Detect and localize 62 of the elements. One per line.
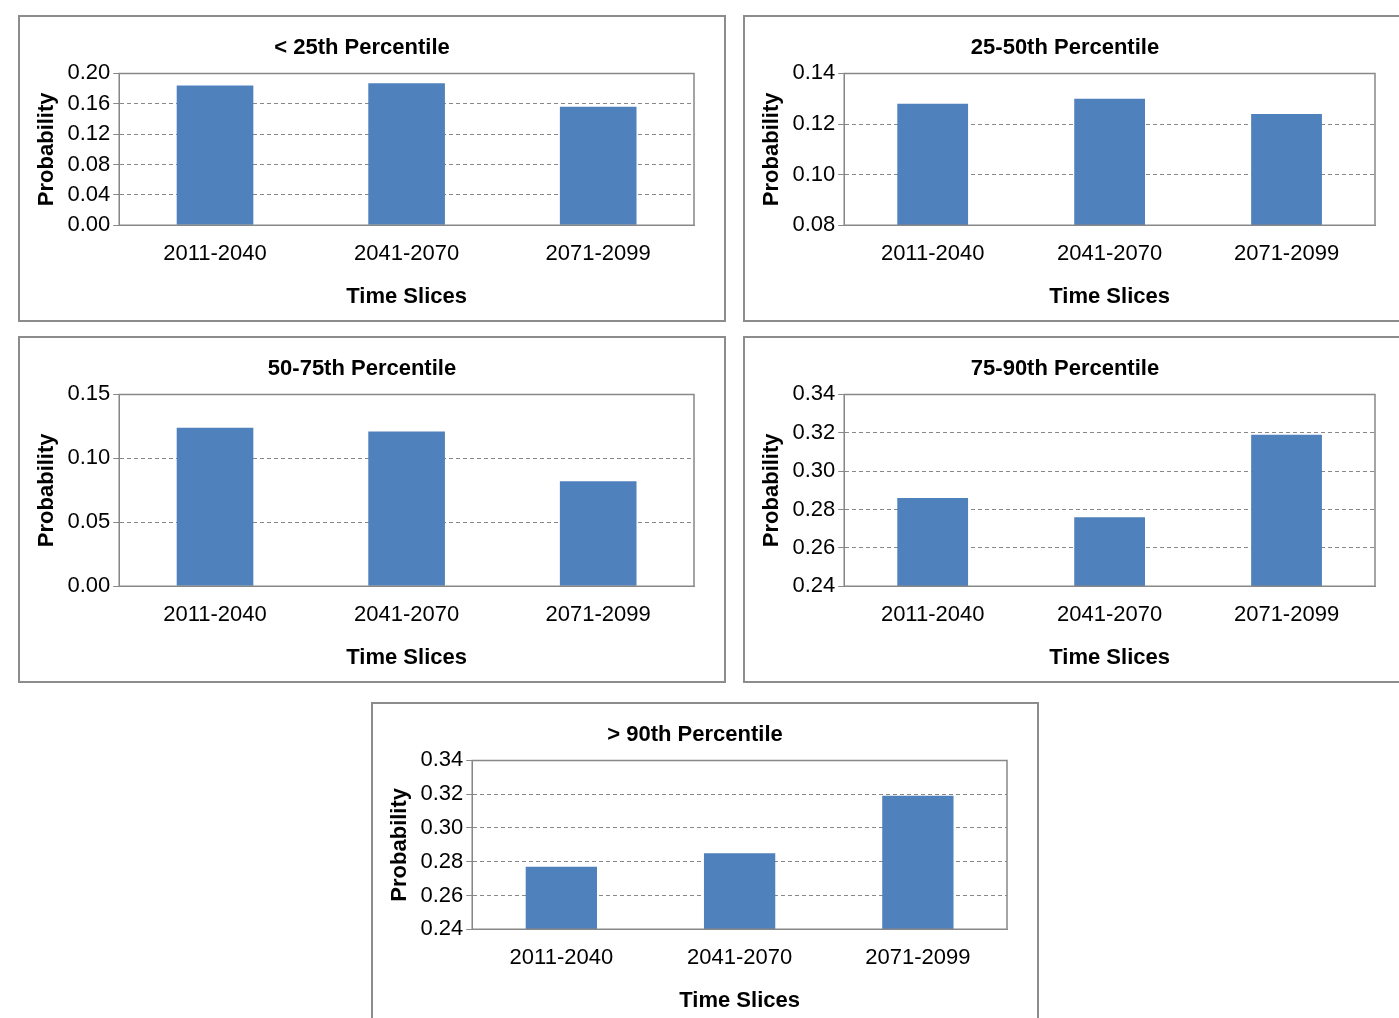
y-tick-label: 0.04 xyxy=(67,180,111,206)
chart-title: > 90th Percentile xyxy=(607,721,783,747)
y-axis-title: Probability xyxy=(33,91,59,207)
x-tick-label: 2071-2099 xyxy=(1233,601,1340,627)
bar xyxy=(368,83,445,225)
x-tick-label: 2071-2099 xyxy=(1233,240,1340,266)
y-tick-label: 0.05 xyxy=(67,508,111,534)
y-tick-label: 0.15 xyxy=(67,380,111,406)
bar xyxy=(559,106,637,225)
x-tick-label: 2041-2070 xyxy=(1057,601,1163,627)
y-tick-label: 0.12 xyxy=(67,120,111,146)
y-tick-label: 0.26 xyxy=(792,533,836,559)
x-tick-label: 2071-2099 xyxy=(545,240,651,266)
y-tick-label: 0.28 xyxy=(792,495,836,521)
y-tick-label: 0.26 xyxy=(420,881,464,907)
x-tick-label: 2011-2040 xyxy=(163,601,267,627)
y-tick-label: 0.10 xyxy=(67,444,111,470)
x-tick-label: 2041-2070 xyxy=(354,240,460,266)
y-tick-label: 0.32 xyxy=(420,780,464,806)
y-tick-label: 0.32 xyxy=(792,418,836,444)
bar xyxy=(176,427,254,586)
y-axis-title: Probability xyxy=(758,91,784,207)
y-tick-label: 0.30 xyxy=(420,813,464,839)
y-tick-label: 0.00 xyxy=(67,572,111,598)
x-tick-label: 2011-2040 xyxy=(880,240,985,266)
bar xyxy=(559,481,637,586)
x-tick-label: 2071-2099 xyxy=(545,601,651,627)
x-tick-label: 2011-2040 xyxy=(163,240,267,266)
x-tick-label: 2011-2040 xyxy=(509,944,614,970)
x-axis-title: Time Slices xyxy=(679,986,800,1012)
chart-title: < 25th Percentile xyxy=(274,34,450,60)
y-tick-label: 0.00 xyxy=(67,211,111,237)
y-tick-label: 0.12 xyxy=(792,110,836,136)
x-axis-title: Time Slices xyxy=(346,643,467,669)
y-tick-label: 0.16 xyxy=(67,89,111,115)
y-tick-label: 0.20 xyxy=(67,59,111,85)
y-tick-label: 0.10 xyxy=(792,160,836,186)
y-tick-label: 0.30 xyxy=(792,457,836,483)
x-axis-title: Time Slices xyxy=(346,282,467,308)
x-axis-title: Time Slices xyxy=(1049,643,1170,669)
chart-title: 50-75th Percentile xyxy=(267,355,457,381)
x-tick-label: 2041-2070 xyxy=(1057,240,1163,266)
x-axis-title: Time Slices xyxy=(1049,282,1170,308)
chart-title: 25-50th Percentile xyxy=(970,34,1160,60)
y-axis-title: Probability xyxy=(758,432,784,548)
y-tick-label: 0.08 xyxy=(67,150,111,176)
chart-title: 75-90th Percentile xyxy=(970,355,1160,381)
y-axis-title: Probability xyxy=(33,432,59,548)
y-axis-title: Probability xyxy=(386,787,412,902)
y-tick-label: 0.34 xyxy=(420,746,464,772)
y-tick-label: 0.28 xyxy=(420,847,464,873)
y-tick-label: 0.14 xyxy=(792,59,836,85)
y-tick-label: 0.34 xyxy=(792,380,836,406)
y-tick-label: 0.24 xyxy=(792,572,836,598)
x-tick-label: 2071-2099 xyxy=(865,944,971,970)
bar xyxy=(176,85,254,225)
y-tick-label: 0.08 xyxy=(792,211,836,237)
y-tick-label: 0.24 xyxy=(420,915,464,941)
x-tick-label: 2041-2070 xyxy=(687,944,793,970)
x-tick-label: 2041-2070 xyxy=(354,601,460,627)
bar xyxy=(368,431,445,586)
x-tick-label: 2011-2040 xyxy=(880,601,985,627)
